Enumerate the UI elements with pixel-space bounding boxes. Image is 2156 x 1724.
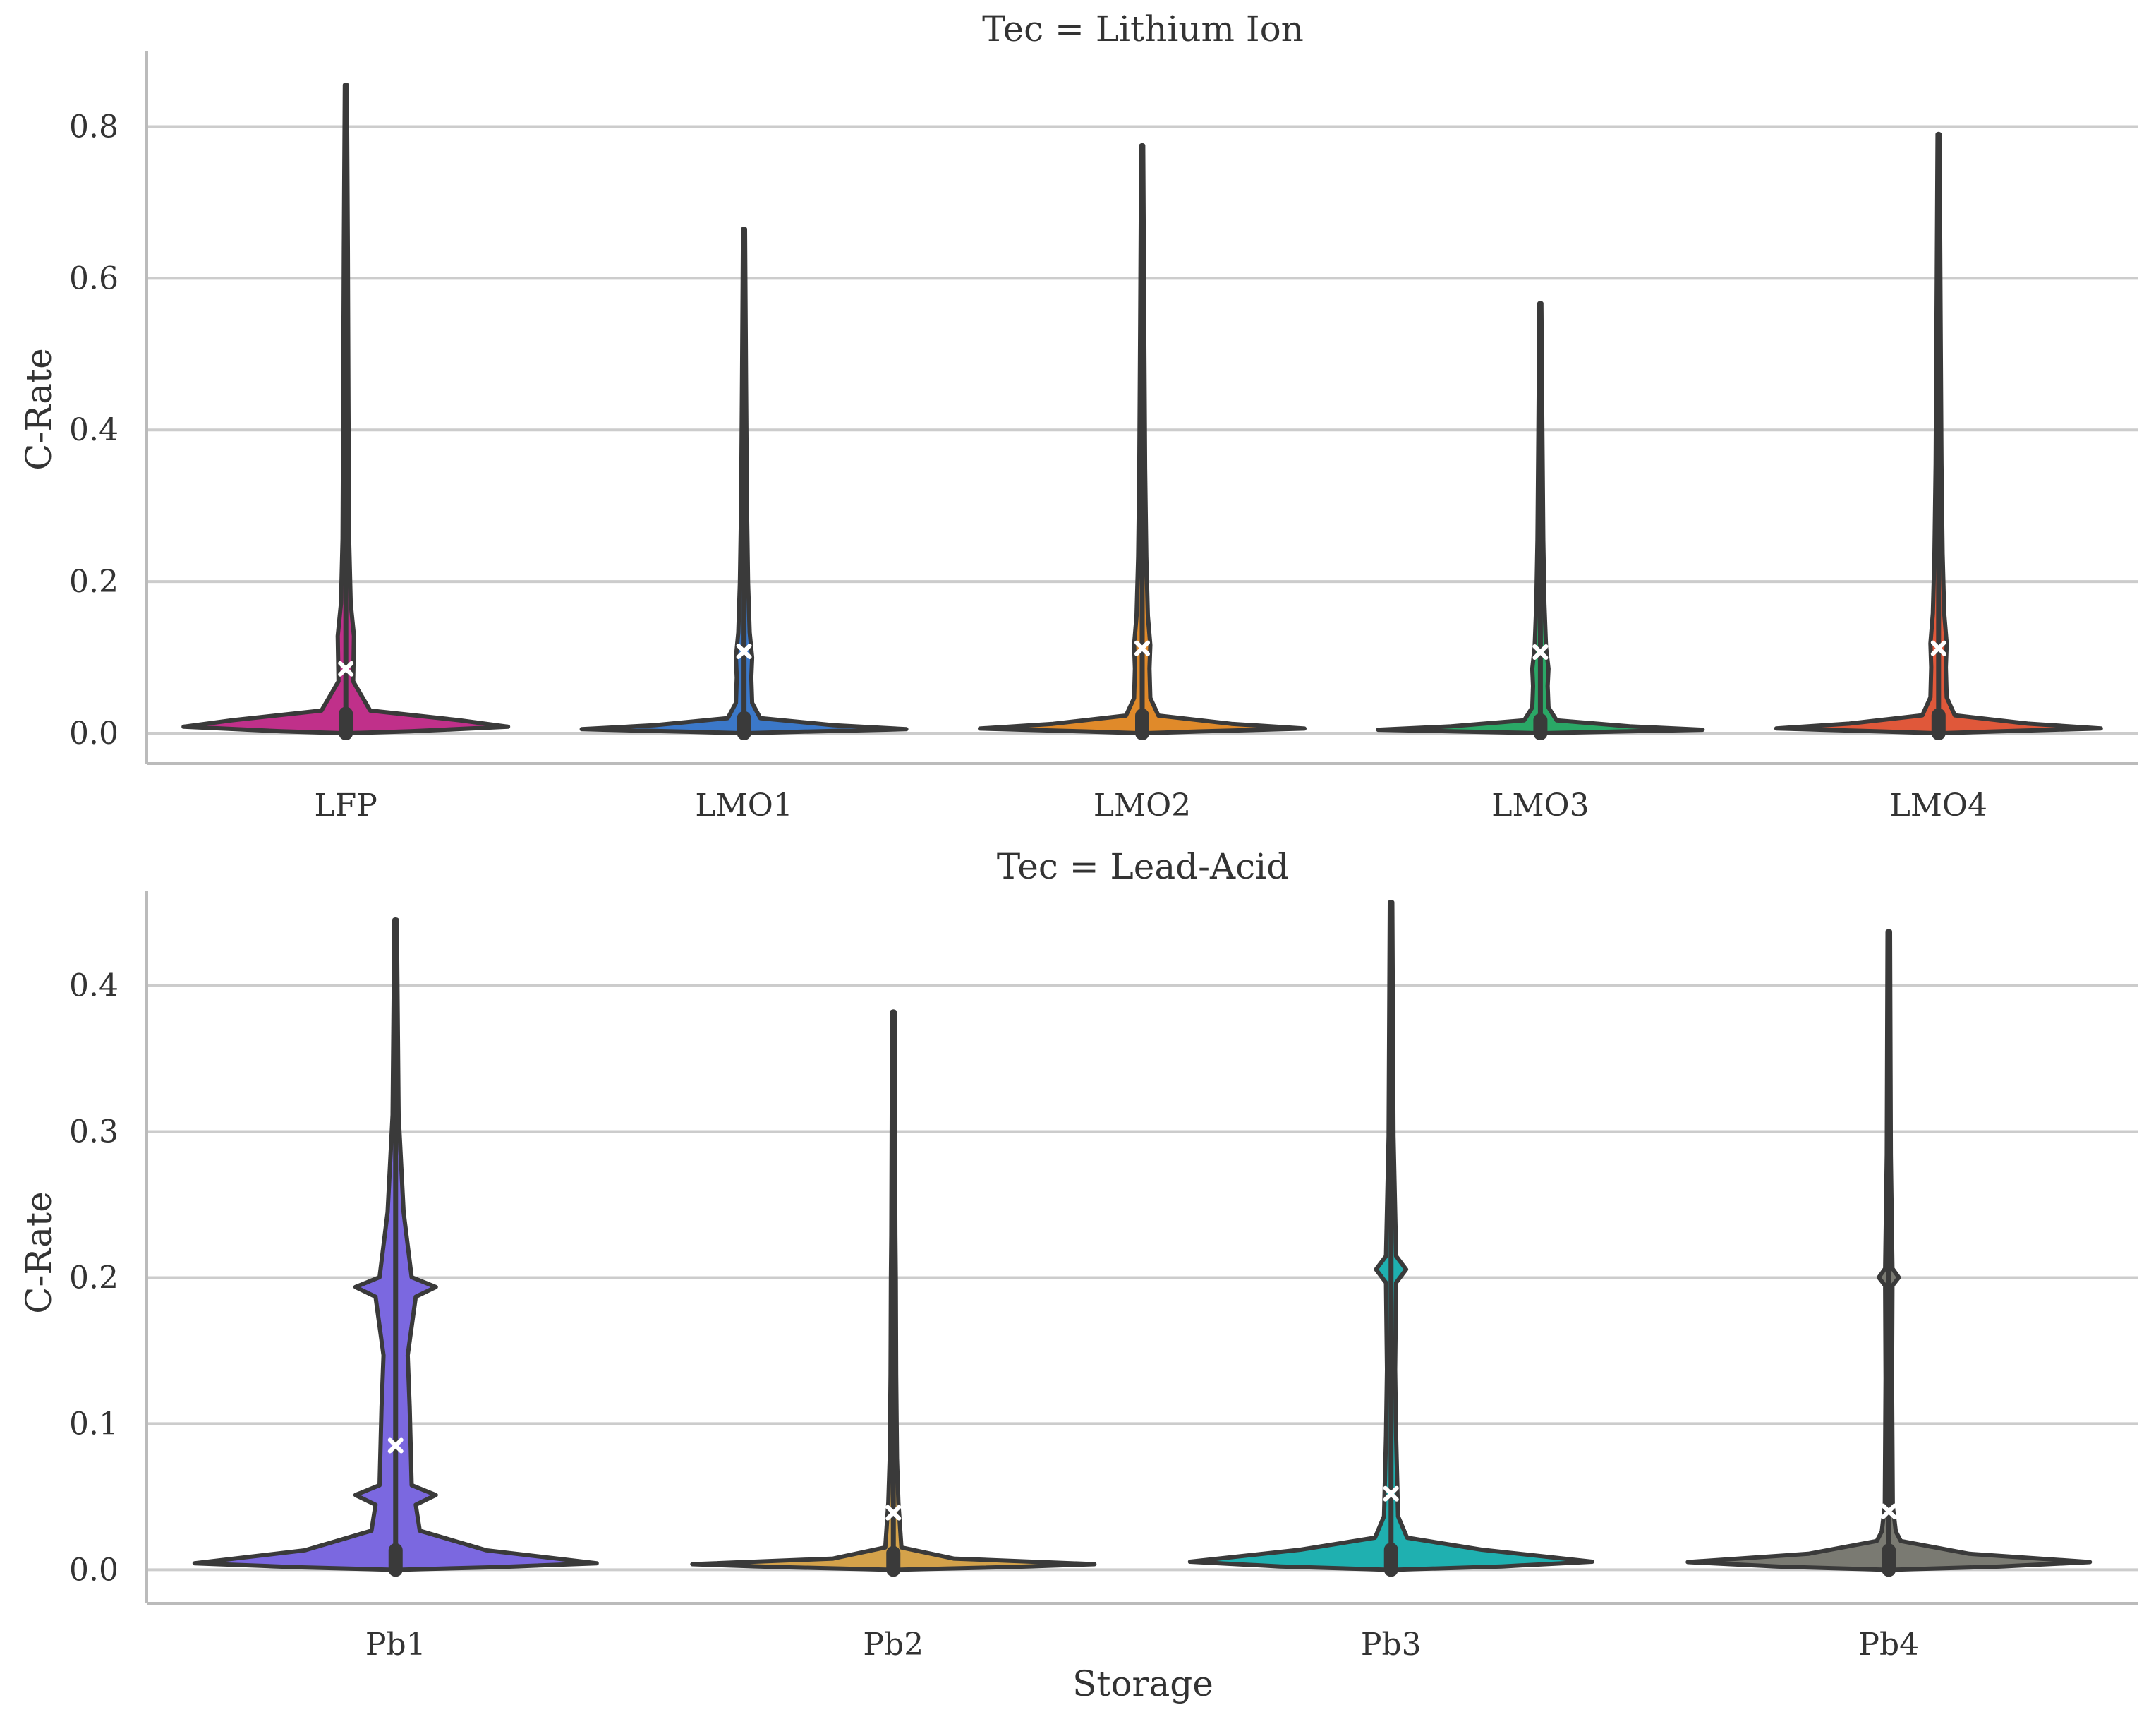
violin-lmo2 [978, 143, 1307, 741]
y-tick-label: 0.0 [69, 716, 119, 752]
x-tick-label-pb4: Pb4 [1858, 1627, 1919, 1663]
panel-title-lead-acid: Tec = Lead-Acid [997, 846, 1289, 887]
violin-pb1 [192, 917, 599, 1577]
mean-marker-pb1 [387, 1437, 404, 1454]
violin-pb3 [1187, 900, 1594, 1577]
y-tick-label: 0.4 [69, 968, 119, 1004]
violin-lfp [181, 82, 511, 741]
x-tick-label-lmo4: LMO4 [1890, 788, 1987, 824]
y-tick-label: 0.4 [69, 412, 119, 448]
y-tick-label: 0.1 [69, 1406, 119, 1442]
y-tick-label: 0.6 [69, 260, 119, 296]
mean-marker-lfp [338, 661, 354, 677]
y-tick-label: 0.3 [69, 1114, 119, 1150]
x-tick-label-pb2: Pb2 [863, 1627, 923, 1663]
mean-marker-lmo4 [1930, 640, 1946, 656]
y-tick-label: 0.2 [69, 1260, 119, 1296]
y-tick-label: 0.0 [69, 1552, 119, 1588]
violin-lmo3 [1376, 301, 1705, 741]
panel-lithium-ion: Tec = Lithium Ion C-Rate 0.0 0.2 0.4 0.6 0.8… [18, 8, 2138, 824]
panel-title-lithium-ion: Tec = Lithium Ion [982, 8, 1304, 49]
mean-marker-lmo3 [1532, 644, 1549, 661]
x-axis-label-storage: Storage [1072, 1663, 1213, 1704]
violin-pb4 [1685, 929, 2093, 1577]
mean-marker-lmo1 [736, 643, 752, 659]
mean-marker-pb3 [1383, 1485, 1399, 1502]
x-tick-label-lfp: LFP [315, 788, 377, 824]
x-tick-label-lmo1: LMO1 [695, 788, 792, 824]
mean-marker-pb4 [1881, 1503, 1897, 1519]
violin-lmo1 [579, 227, 909, 741]
mean-marker-pb2 [885, 1505, 902, 1521]
y-axis-label-lithium-ion: C-Rate [18, 348, 59, 470]
panel-lead-acid: Tec = Lead-Acid C-Rate Storage 0.0 0.1 0.2… [18, 846, 2138, 1704]
y-axis-label-lead-acid: C-Rate [18, 1191, 59, 1313]
y-tick-label: 0.2 [69, 564, 119, 600]
x-tick-label-pb1: Pb1 [365, 1627, 426, 1663]
violin-lmo4 [1774, 131, 2103, 741]
x-tick-label-pb3: Pb3 [1361, 1627, 1422, 1663]
mean-marker-lmo2 [1134, 640, 1150, 656]
x-tick-label-lmo3: LMO3 [1491, 788, 1589, 824]
violin-pb2 [690, 1009, 1097, 1577]
x-tick-label-lmo2: LMO2 [1094, 788, 1191, 824]
y-tick-label: 0.8 [69, 109, 119, 145]
